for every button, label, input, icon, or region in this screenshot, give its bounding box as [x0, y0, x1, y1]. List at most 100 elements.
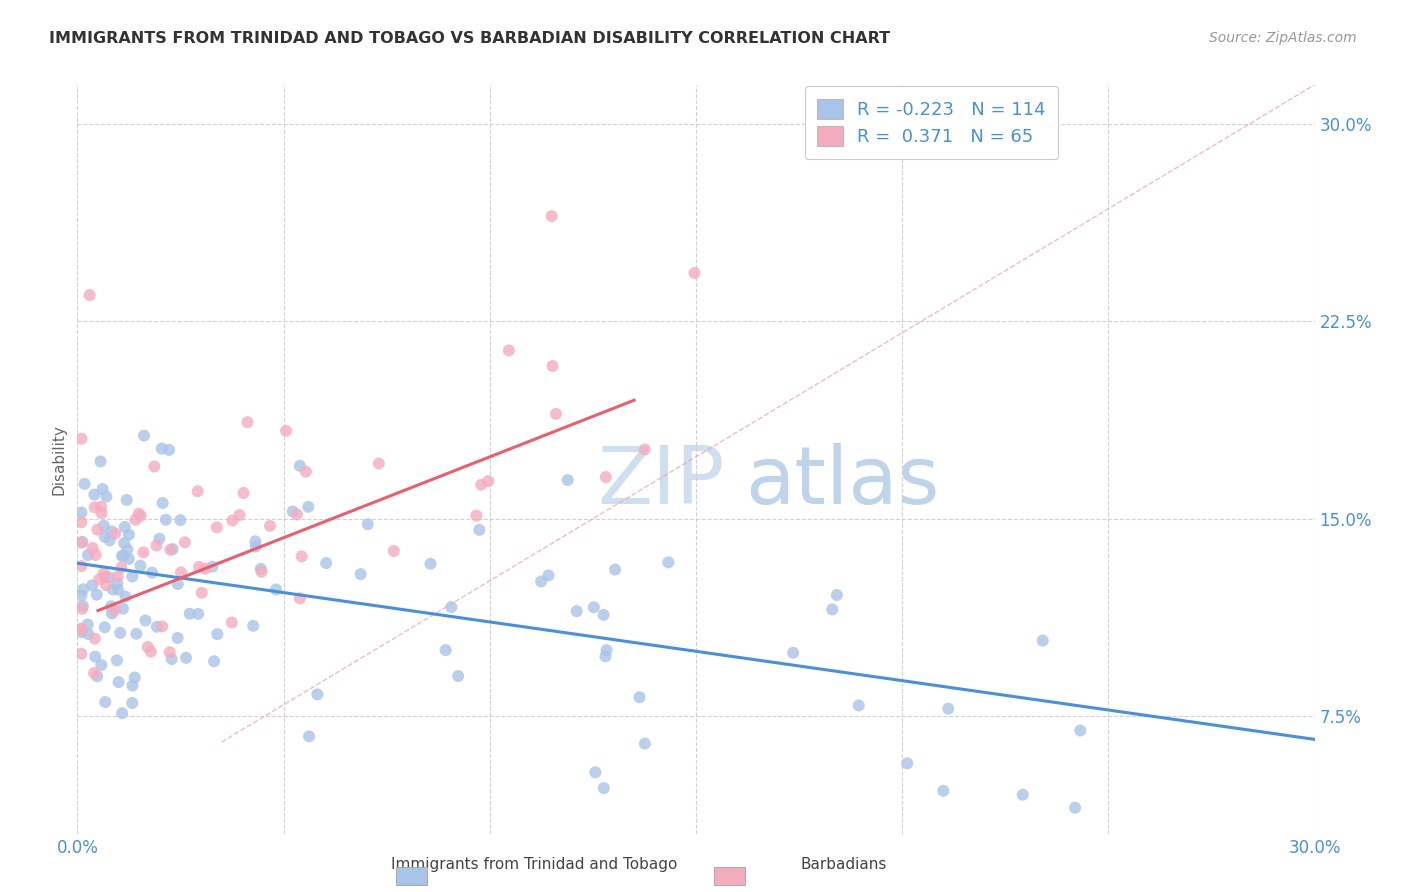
- Point: [118, 552, 141, 566]
- Point: [121, 569, 143, 583]
- Point: [84, 548, 107, 562]
- Point: [285, 508, 308, 522]
- Point: [232, 486, 254, 500]
- Text: atlas: atlas: [745, 442, 939, 521]
- Point: [111, 601, 134, 615]
- Point: [129, 508, 152, 523]
- Point: [139, 645, 162, 659]
- Point: [288, 591, 311, 606]
- Point: [447, 669, 470, 683]
- Point: [128, 507, 150, 521]
- Point: [201, 559, 224, 574]
- Point: [782, 646, 804, 660]
- Point: [159, 542, 181, 557]
- Point: [121, 696, 143, 710]
- Point: [191, 586, 214, 600]
- Text: Barbadians: Barbadians: [800, 857, 887, 872]
- Point: [295, 465, 318, 479]
- Point: [174, 535, 197, 549]
- Point: [281, 504, 304, 518]
- Point: [112, 536, 135, 550]
- Point: [107, 582, 129, 597]
- Point: [96, 578, 118, 592]
- Point: [202, 654, 225, 668]
- Point: [110, 560, 132, 574]
- Point: [145, 539, 167, 553]
- Point: [298, 730, 321, 744]
- Point: [117, 542, 139, 557]
- Point: [249, 562, 271, 576]
- Text: Immigrants from Trinidad and Tobago: Immigrants from Trinidad and Tobago: [391, 857, 678, 872]
- Point: [307, 687, 329, 701]
- Point: [349, 567, 371, 582]
- Point: [160, 652, 183, 666]
- Point: [477, 474, 499, 488]
- Point: [70, 622, 93, 636]
- Point: [90, 657, 112, 672]
- Point: [94, 695, 117, 709]
- Point: [205, 520, 228, 534]
- Point: [297, 500, 319, 514]
- Point: [540, 209, 562, 223]
- Point: [114, 520, 136, 534]
- Point: [132, 545, 155, 559]
- Point: [70, 625, 93, 640]
- Point: [97, 570, 120, 584]
- Point: [419, 557, 441, 571]
- Point: [93, 620, 115, 634]
- Point: [167, 577, 190, 591]
- Point: [465, 508, 488, 523]
- Point: [118, 527, 141, 541]
- Point: [148, 532, 170, 546]
- Point: [100, 599, 122, 614]
- Point: [90, 500, 112, 514]
- Point: [115, 492, 138, 507]
- Point: [159, 645, 181, 659]
- Point: [468, 523, 491, 537]
- Point: [628, 690, 651, 705]
- Point: [595, 470, 617, 484]
- Point: [221, 514, 243, 528]
- Point: [98, 533, 121, 548]
- Point: [91, 482, 114, 496]
- Point: [179, 607, 201, 621]
- Point: [70, 506, 93, 520]
- Point: [129, 558, 152, 573]
- Point: [100, 524, 122, 539]
- Point: [93, 566, 115, 581]
- Point: [592, 781, 614, 796]
- Point: [107, 675, 129, 690]
- Point: [162, 542, 184, 557]
- Point: [70, 647, 93, 661]
- Point: [382, 544, 405, 558]
- Point: [83, 500, 105, 515]
- Point: [288, 458, 311, 473]
- Point: [274, 424, 297, 438]
- Point: [72, 599, 94, 613]
- Point: [932, 784, 955, 798]
- Point: [221, 615, 243, 630]
- Point: [114, 590, 136, 604]
- Point: [77, 548, 100, 562]
- Point: [291, 549, 314, 564]
- Point: [86, 523, 108, 537]
- Point: [188, 559, 211, 574]
- Point: [141, 566, 163, 580]
- Point: [94, 530, 117, 544]
- Point: [76, 617, 98, 632]
- Point: [70, 516, 93, 530]
- Point: [821, 602, 844, 616]
- Point: [470, 477, 492, 491]
- Point: [152, 496, 174, 510]
- Point: [124, 671, 146, 685]
- Text: IMMIGRANTS FROM TRINIDAD AND TOBAGO VS BARBADIAN DISABILITY CORRELATION CHART: IMMIGRANTS FROM TRINIDAD AND TOBAGO VS B…: [49, 31, 890, 46]
- Point: [104, 526, 127, 541]
- Point: [245, 540, 267, 554]
- Point: [896, 756, 918, 771]
- Point: [592, 607, 614, 622]
- Point: [107, 569, 129, 583]
- Point: [583, 765, 606, 780]
- Point: [124, 513, 146, 527]
- Point: [96, 490, 118, 504]
- Point: [595, 649, 617, 664]
